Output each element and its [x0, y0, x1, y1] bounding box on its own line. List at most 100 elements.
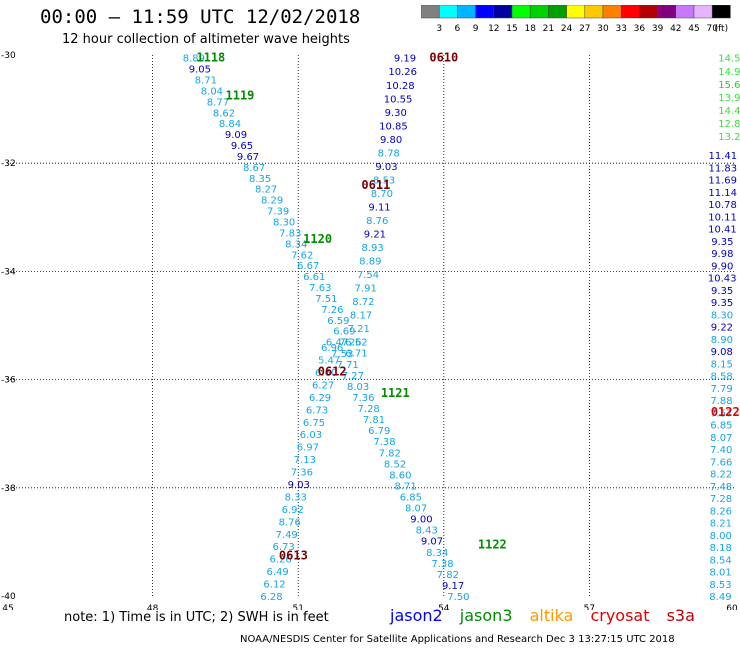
- wave-height-value: 9.35: [711, 237, 733, 248]
- wave-height-value: 7.38: [373, 437, 395, 448]
- y-tick-label: -34: [1, 267, 16, 277]
- wave-height-value: 8.17: [350, 311, 372, 322]
- wave-height-value: 8.89: [183, 54, 205, 65]
- chart-title: 00:00 – 11:59 UTC 12/02/2018: [40, 6, 361, 28]
- colorbar-tick: 70: [706, 24, 718, 34]
- wave-height-value: 14.46: [718, 106, 740, 117]
- wave-height-value: 8.34: [285, 239, 307, 250]
- wave-height-value: 10.41: [708, 225, 737, 236]
- y-tick-label: -30: [1, 51, 16, 61]
- pass-label: 0122: [711, 405, 740, 419]
- wave-height-value: 6.28: [260, 592, 282, 603]
- wave-height-value: 7.66: [710, 457, 732, 468]
- wave-height-value: 8.67: [243, 163, 265, 174]
- wave-height-value: 11.41: [709, 151, 738, 162]
- wave-height-value: 9.35: [711, 298, 733, 309]
- wave-height-value: 6.71: [345, 349, 367, 360]
- wave-height-value: 7.51: [315, 294, 337, 305]
- wave-height-value: 7.48: [710, 482, 732, 493]
- wave-height-value: 7.13: [294, 455, 316, 466]
- wave-height-value: 10.43: [708, 274, 737, 285]
- wave-height-value: 10.85: [379, 121, 408, 132]
- colorbar-tick: 36: [634, 24, 646, 34]
- colorbar-tick: 3: [436, 24, 442, 34]
- x-tick-label: 60: [726, 604, 738, 610]
- wave-height-value: 8.33: [285, 492, 307, 503]
- wave-height-value: 8.76: [279, 517, 301, 528]
- colorbar-tick: 18: [524, 24, 536, 34]
- wave-height-value: 6.12: [263, 580, 285, 591]
- y-tick-label: -40: [1, 592, 16, 602]
- wave-height-value: 8.15: [711, 359, 733, 370]
- wave-height-value: 6.79: [368, 426, 390, 437]
- legend-altika: altika: [529, 606, 574, 625]
- wave-height-value: 7.49: [276, 530, 298, 541]
- wave-height-value: 6.26: [269, 555, 291, 566]
- wave-height-value: 8.58: [711, 372, 733, 383]
- wave-height-value: 7.82: [379, 448, 401, 459]
- wave-height-value: 10.11: [708, 212, 737, 223]
- colorbar-tick: (ft): [715, 24, 729, 34]
- satellite-legend: jason2 jason3 altika cryosat s3a: [390, 606, 707, 625]
- chart-subtitle: 12 hour collection of altimeter wave hei…: [62, 32, 350, 47]
- wave-height-value: 9.03: [375, 162, 397, 173]
- legend-jason3: jason3: [459, 606, 513, 625]
- legend-jason2: jason2: [390, 606, 443, 625]
- wave-height-value: 8.18: [710, 543, 732, 554]
- colorbar-tick: 21: [543, 24, 554, 34]
- wave-height-value: 10.55: [384, 94, 413, 105]
- wave-height-value: 8.84: [219, 119, 241, 130]
- wave-height-value: 8.78: [378, 148, 400, 159]
- wave-height-value: 9.65: [231, 141, 253, 152]
- credit-line: NOAA/NESDIS Center for Satellite Applica…: [240, 634, 675, 645]
- wave-height-value: 6.29: [309, 393, 331, 404]
- wave-height-value: 13.23: [718, 132, 740, 143]
- wave-height-value: 8.71: [394, 481, 416, 492]
- wave-height-value: 14.58: [718, 54, 740, 65]
- y-tick-label: -32: [1, 159, 16, 169]
- pass-label: 1120: [303, 232, 332, 246]
- wave-height-value: 7.36: [291, 468, 313, 479]
- wave-height-value: 7.50: [447, 592, 469, 603]
- wave-height-value: 9.17: [442, 581, 464, 592]
- wave-height-value: 7.79: [710, 384, 732, 395]
- wave-height-value: 9.03: [288, 480, 310, 491]
- wave-height-value: 8.71: [195, 76, 217, 87]
- wave-height-value: 8.35: [249, 174, 271, 185]
- wave-height-value: 9.07: [421, 537, 443, 548]
- wave-height-value: 11.83: [708, 163, 737, 174]
- colorbar-tick: 45: [688, 24, 699, 34]
- x-tick-label: 54: [438, 604, 450, 610]
- wave-height-value: 6.47: [326, 338, 348, 349]
- wave-height-value: 6.49: [266, 567, 288, 578]
- x-tick-label: 51: [292, 604, 303, 610]
- wave-height-value: 8.89: [359, 257, 381, 268]
- wave-height-value: 7.54: [357, 270, 379, 281]
- wave-height-value: 7.81: [363, 415, 385, 426]
- pass-label: 0613: [279, 548, 308, 562]
- wave-height-value: 8.29: [261, 196, 283, 207]
- wave-height-value: 11.69: [708, 176, 737, 187]
- wave-height-value: 8.07: [710, 433, 732, 444]
- x-tick-label: 57: [584, 604, 595, 610]
- wave-height-value: 8.26: [710, 506, 732, 517]
- wave-height-value: 7.21: [348, 324, 370, 335]
- wave-height-value: 6.03: [300, 430, 322, 441]
- wave-height-value: 10.28: [386, 81, 415, 92]
- wave-height-value: 8.34: [426, 548, 448, 559]
- wave-height-value: 13.90: [718, 93, 740, 104]
- colorbar-tick: 30: [597, 24, 609, 34]
- wave-height-value: 8.90: [711, 335, 733, 346]
- pass-label: 1121: [381, 386, 410, 400]
- wave-height-value: 8.22: [710, 470, 732, 481]
- wave-height-value: 7.40: [710, 445, 732, 456]
- wave-height-value: 9.11: [368, 202, 390, 213]
- wave-height-value: 8.43: [416, 526, 438, 537]
- wave-height-value: 11.14: [708, 188, 737, 199]
- colorbar-tick: 24: [561, 24, 573, 34]
- wave-height-value: 8.54: [710, 555, 732, 566]
- wave-height-value: 8.21: [710, 519, 732, 530]
- wave-height-value: 6.85: [710, 421, 732, 432]
- wave-height-value: 7.39: [267, 207, 289, 218]
- wave-height-value: 7.57: [710, 408, 732, 419]
